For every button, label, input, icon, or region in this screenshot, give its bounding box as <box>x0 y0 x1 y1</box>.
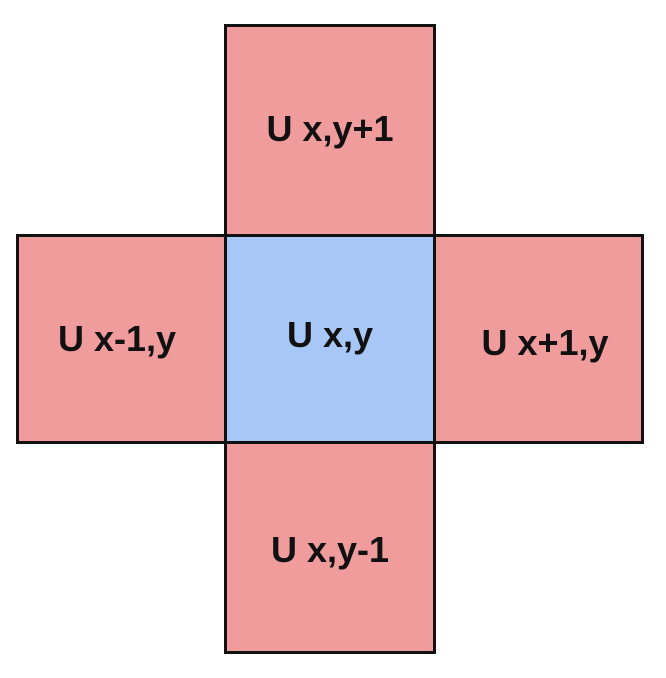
cell-bottom: U x,y-1 <box>224 441 436 654</box>
cell-left-label: U x-1,y <box>57 318 177 359</box>
cell-center-label: U x,y <box>286 314 374 355</box>
cell-right-label: U x+1,y <box>481 322 609 363</box>
cell-top: U x,y+1 <box>224 24 436 237</box>
cell-bottom-label: U x,y-1 <box>270 528 390 570</box>
cell-right: U x+1,y <box>432 234 644 444</box>
cell-center: U x,y <box>224 234 436 444</box>
cell-top-label: U x,y+1 <box>266 107 394 149</box>
cell-left: U x-1,y <box>16 234 228 444</box>
